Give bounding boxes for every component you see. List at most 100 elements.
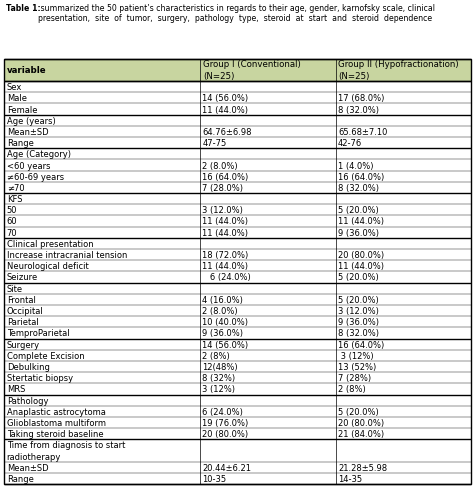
Text: 12(48%): 12(48%) xyxy=(202,362,238,371)
Bar xyxy=(200,339,336,350)
Bar xyxy=(336,205,471,216)
Bar xyxy=(200,372,336,384)
Bar xyxy=(336,183,471,194)
Bar xyxy=(4,205,200,216)
Text: 5 (20.0%): 5 (20.0%) xyxy=(338,273,379,282)
Text: Anaplastic astrocytoma: Anaplastic astrocytoma xyxy=(7,407,106,416)
Text: 10-35: 10-35 xyxy=(202,474,227,483)
Text: 8 (32.0%): 8 (32.0%) xyxy=(338,329,379,338)
Text: 3 (12.0%): 3 (12.0%) xyxy=(202,206,243,215)
Bar xyxy=(336,227,471,238)
Bar xyxy=(200,350,336,361)
Text: Glioblastoma multiform: Glioblastoma multiform xyxy=(7,418,106,427)
Bar xyxy=(4,439,200,462)
Text: 10 (40.0%): 10 (40.0%) xyxy=(202,318,248,326)
Text: 14 (56.0%): 14 (56.0%) xyxy=(202,340,248,349)
Bar xyxy=(4,160,200,171)
Text: 5 (20.0%): 5 (20.0%) xyxy=(338,407,379,416)
Bar xyxy=(200,238,336,249)
Text: 6 (24.0%): 6 (24.0%) xyxy=(202,273,251,282)
Bar xyxy=(336,194,471,205)
Text: 9 (36.0%): 9 (36.0%) xyxy=(338,228,379,237)
Bar xyxy=(4,462,200,473)
Bar xyxy=(4,384,200,395)
Text: 3 (12%): 3 (12%) xyxy=(202,385,236,394)
Text: TemproParietal: TemproParietal xyxy=(7,329,69,338)
Text: 16 (64.0%): 16 (64.0%) xyxy=(338,172,384,182)
Text: 4 (16.0%): 4 (16.0%) xyxy=(202,295,243,304)
Bar xyxy=(336,82,471,93)
Bar xyxy=(4,82,200,93)
Bar xyxy=(336,261,471,272)
Text: KFS: KFS xyxy=(7,195,22,203)
Text: Surgery: Surgery xyxy=(7,340,40,349)
Bar xyxy=(200,261,336,272)
Text: summarized the 50 patient’s characteristics in regards to their age, gender, kar: summarized the 50 patient’s characterist… xyxy=(38,4,435,23)
Bar xyxy=(4,171,200,183)
Text: 21.28±5.98: 21.28±5.98 xyxy=(338,463,387,472)
Text: Site: Site xyxy=(7,284,23,293)
Bar xyxy=(336,171,471,183)
Bar xyxy=(4,272,200,283)
Text: 42-76: 42-76 xyxy=(338,139,362,148)
Text: 50: 50 xyxy=(7,206,17,215)
Text: Complete Excision: Complete Excision xyxy=(7,351,84,360)
Text: 11 (44.0%): 11 (44.0%) xyxy=(202,262,248,271)
Bar xyxy=(336,216,471,227)
Bar xyxy=(4,216,200,227)
Bar xyxy=(4,305,200,317)
Bar xyxy=(200,60,336,82)
Bar xyxy=(336,294,471,305)
Text: 21 (84.0%): 21 (84.0%) xyxy=(338,429,384,438)
Bar xyxy=(4,327,200,339)
Text: 6 (24.0%): 6 (24.0%) xyxy=(202,407,243,416)
Text: Table 1:: Table 1: xyxy=(6,4,40,13)
Bar xyxy=(4,261,200,272)
Bar xyxy=(336,361,471,372)
Text: Occipital: Occipital xyxy=(7,306,44,315)
Text: 60: 60 xyxy=(7,217,17,226)
Bar xyxy=(336,406,471,417)
Bar xyxy=(336,149,471,160)
Bar xyxy=(200,227,336,238)
Bar xyxy=(200,149,336,160)
Text: 2 (8.0%): 2 (8.0%) xyxy=(202,161,238,170)
Text: 19 (76.0%): 19 (76.0%) xyxy=(202,418,249,427)
Bar xyxy=(200,205,336,216)
Text: Clinical presentation: Clinical presentation xyxy=(7,240,93,248)
Bar xyxy=(200,272,336,283)
Bar xyxy=(336,283,471,294)
Text: Mean±SD: Mean±SD xyxy=(7,128,48,137)
Bar xyxy=(200,406,336,417)
Text: <60 years: <60 years xyxy=(7,161,50,170)
Bar xyxy=(4,339,200,350)
Text: Parietal: Parietal xyxy=(7,318,38,326)
Bar xyxy=(336,350,471,361)
Bar xyxy=(4,428,200,439)
Bar xyxy=(4,417,200,428)
Text: Age (years): Age (years) xyxy=(7,117,55,125)
Bar xyxy=(4,249,200,261)
Bar xyxy=(200,82,336,93)
Bar xyxy=(336,305,471,317)
Bar xyxy=(4,93,200,104)
Text: 9 (36.0%): 9 (36.0%) xyxy=(338,318,379,326)
Text: MRS: MRS xyxy=(7,385,25,394)
Text: 47-75: 47-75 xyxy=(202,139,227,148)
Bar xyxy=(4,183,200,194)
Bar xyxy=(200,126,336,138)
Bar xyxy=(336,115,471,126)
Bar xyxy=(4,294,200,305)
Bar xyxy=(200,417,336,428)
Text: Seizure: Seizure xyxy=(7,273,38,282)
Bar xyxy=(4,60,200,82)
Bar xyxy=(336,249,471,261)
Bar xyxy=(200,216,336,227)
Bar xyxy=(4,126,200,138)
Text: 3 (12%): 3 (12%) xyxy=(338,351,374,360)
Text: Age (Category): Age (Category) xyxy=(7,150,71,159)
Bar xyxy=(4,406,200,417)
Bar xyxy=(4,350,200,361)
Text: 70: 70 xyxy=(7,228,17,237)
Text: 20.44±6.21: 20.44±6.21 xyxy=(202,463,251,472)
